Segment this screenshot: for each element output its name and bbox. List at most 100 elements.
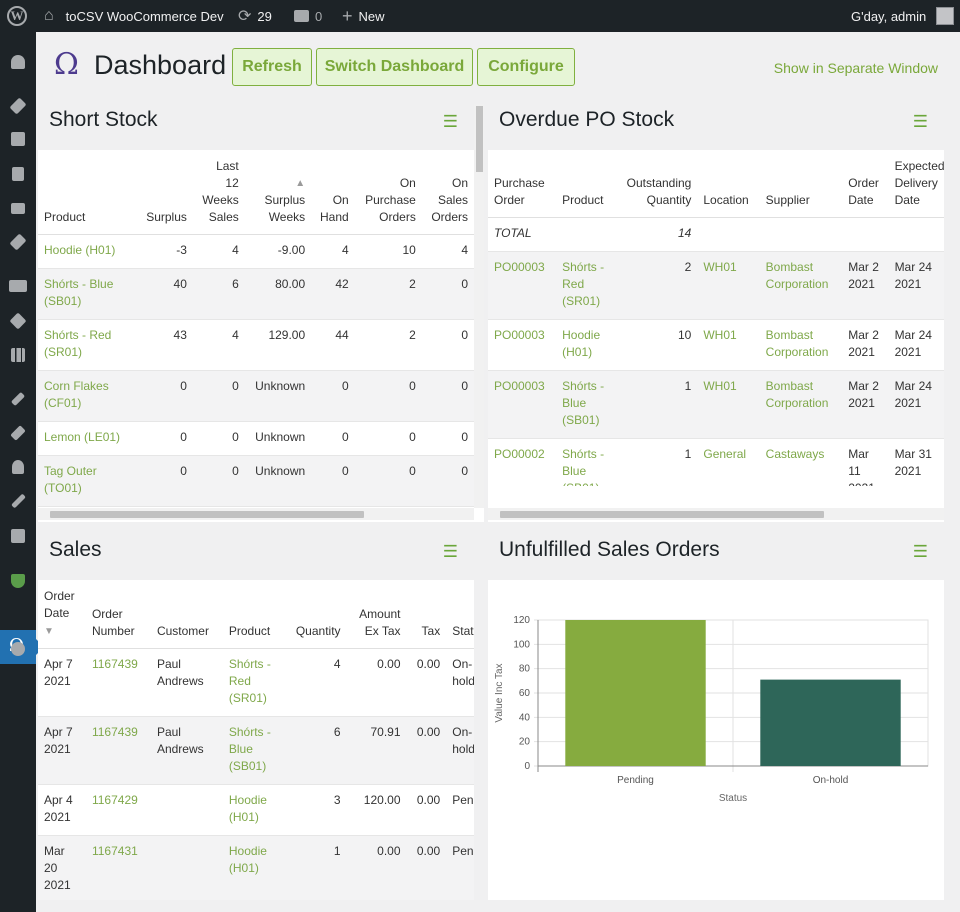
order-link[interactable]: 1167439 (91, 725, 138, 739)
comments-icon[interactable] (8, 198, 28, 218)
column-header[interactable]: Order Date ▼ (38, 580, 86, 649)
location-link[interactable]: WH01 (703, 379, 737, 393)
product-link[interactable]: Corn Flakes (CF01) (44, 379, 109, 410)
product-link[interactable]: Hoodie (H01) (44, 243, 116, 257)
play-circle-icon[interactable] (8, 639, 28, 659)
refresh-button[interactable]: Refresh (232, 48, 312, 86)
import-export-icon[interactable] (8, 526, 28, 546)
order-link[interactable]: 1167431 (91, 844, 138, 858)
table-row: Shórts - Red (SR01) 43 4 129.00 44 2 0 (38, 319, 474, 371)
wordpress-logo-icon[interactable]: W (7, 0, 27, 32)
avatar (936, 7, 955, 25)
y-tick-label: 40 (519, 712, 531, 723)
account-menu[interactable]: G'day, admin (851, 0, 955, 32)
appearance-brush-icon[interactable] (8, 389, 28, 409)
product-link[interactable]: Shórts - Blue (SB01) (562, 447, 605, 486)
product-link[interactable]: Hoodie (H01) (562, 328, 601, 359)
column-header[interactable]: Last 12 Weeks Sales (192, 150, 245, 235)
tools-wrench-icon[interactable] (8, 491, 28, 511)
column-header[interactable]: Product (222, 580, 283, 649)
column-header[interactable]: Tax (406, 580, 447, 649)
product-link[interactable]: Shórts - Red (SR01) (562, 260, 605, 308)
column-header[interactable]: Amount Ex Tax (346, 580, 407, 649)
pin-icon[interactable] (8, 232, 28, 252)
short-stock-panel: Short Stock ☰ Product Surplus Last 12 Weeks S… (38, 92, 484, 522)
column-header[interactable]: ▲ Surplus Weeks (244, 150, 312, 235)
product-link[interactable]: Hoodie (H01) (228, 844, 267, 875)
product-link[interactable]: Shórts - Blue (SB01) (562, 379, 605, 427)
posts-pin-icon[interactable] (8, 96, 28, 116)
media-icon[interactable] (8, 129, 28, 149)
y-tick-label: 80 (519, 664, 531, 675)
po-link[interactable]: PO00002 (494, 447, 545, 461)
supplier-link[interactable]: Bombast Corporation (765, 379, 829, 410)
table-row: Lemon (LE01) 0 0 Unknown 0 0 0 (38, 421, 474, 456)
product-link[interactable]: Shórts - Red (SR01) (228, 657, 271, 705)
order-link[interactable]: 1167429 (91, 793, 138, 807)
column-header[interactable]: Customer (150, 580, 223, 649)
configure-button[interactable]: Configure (477, 48, 575, 86)
product-link[interactable]: Shórts - Blue (SB01) (228, 725, 271, 773)
column-header[interactable]: Quantity (282, 580, 347, 649)
column-header[interactable]: Supplier (759, 150, 843, 218)
supplier-link[interactable]: Castaways (765, 447, 825, 461)
page-title: Dashboard (94, 50, 227, 80)
short-stock-table: Product Surplus Last 12 Weeks Sales ▲ Surplus We… (38, 150, 474, 508)
analytics-bars-icon[interactable] (8, 345, 28, 365)
order-link[interactable]: 1167439 (91, 657, 138, 671)
y-tick-label: 60 (519, 688, 531, 699)
separate-window-link[interactable]: Show in Separate Window (773, 60, 938, 76)
plugins-icon[interactable] (8, 423, 28, 443)
comments-link[interactable]: 0 (294, 0, 322, 32)
column-header[interactable]: Order Date (842, 150, 889, 218)
column-header[interactable]: Order Number (85, 580, 151, 649)
column-header[interactable]: Location (697, 150, 760, 218)
column-header[interactable]: On Purchase Orders (354, 150, 422, 235)
product-link[interactable]: Shórts - Red (SR01) (44, 328, 112, 359)
product-link[interactable]: Shórts - Blue (SB01) (44, 277, 114, 308)
vertical-scrollbar[interactable] (474, 104, 484, 508)
horizontal-scrollbar[interactable] (488, 508, 944, 520)
woocommerce-icon[interactable] (8, 276, 28, 296)
products-box-icon[interactable] (8, 311, 28, 331)
product-link[interactable]: Tag Outer (TO01) (44, 464, 97, 495)
po-link[interactable]: PO00003 (494, 328, 545, 342)
table-row: Mar 20 2021 1167431 Hoodie (H01) 1 0.00 0.00 P… (38, 835, 474, 900)
column-header[interactable]: Product (556, 150, 615, 218)
location-link[interactable]: WH01 (703, 328, 737, 342)
panel-menu-icon[interactable]: ☰ (442, 112, 458, 131)
new-content-link[interactable]: + New (342, 0, 385, 32)
po-link[interactable]: PO00003 (494, 379, 545, 393)
column-header[interactable]: Surplus (136, 150, 193, 235)
security-shield-icon[interactable] (8, 571, 28, 591)
location-link[interactable]: General (703, 447, 747, 461)
panel-menu-icon[interactable]: ☰ (912, 112, 928, 131)
switch-dashboard-button[interactable]: Switch Dashboard (316, 48, 473, 86)
users-icon[interactable] (8, 457, 28, 477)
site-name-link[interactable]: ⌂ toCSV WooCommerce Dev (44, 0, 224, 32)
overdue-po-table-wrap: Purchase Order Product Outstanding Quantity L… (488, 150, 944, 486)
column-header[interactable]: On Hand (311, 150, 355, 235)
pages-icon[interactable] (8, 164, 28, 184)
supplier-link[interactable]: Bombast Corporation (765, 328, 829, 359)
panel-menu-icon[interactable]: ☰ (442, 542, 458, 561)
column-header[interactable]: Expected Delivery Date (888, 150, 944, 218)
column-header[interactable]: Purchase Order (488, 150, 557, 218)
panel-menu-icon[interactable]: ☰ (912, 542, 928, 561)
updates-link[interactable]: ⟳ 29 (238, 0, 272, 32)
table-row: Shórts - Blue (SB01) 40 6 80.00 42 2 0 (38, 268, 474, 320)
location-link[interactable]: WH01 (703, 260, 737, 274)
po-link[interactable]: PO00003 (494, 260, 545, 274)
table-row: PO00003 Shórts - Red (SR01) 2 WH01 Bombast C… (488, 251, 944, 320)
product-link[interactable]: Hoodie (H01) (228, 793, 267, 824)
product-link[interactable]: Lemon (LE01) (44, 430, 121, 444)
column-header[interactable]: Product (38, 150, 137, 235)
horizontal-scrollbar[interactable] (38, 508, 474, 520)
column-header[interactable]: On Sales Orders (421, 150, 474, 235)
dashboard-icon[interactable] (8, 52, 28, 72)
updates-icon: ⟳ (238, 8, 252, 25)
panel-title: Sales (49, 538, 102, 561)
supplier-link[interactable]: Bombast Corporation (765, 260, 829, 291)
column-header[interactable]: Outstanding Quantity (614, 150, 698, 218)
column-header[interactable]: Status (446, 580, 474, 649)
